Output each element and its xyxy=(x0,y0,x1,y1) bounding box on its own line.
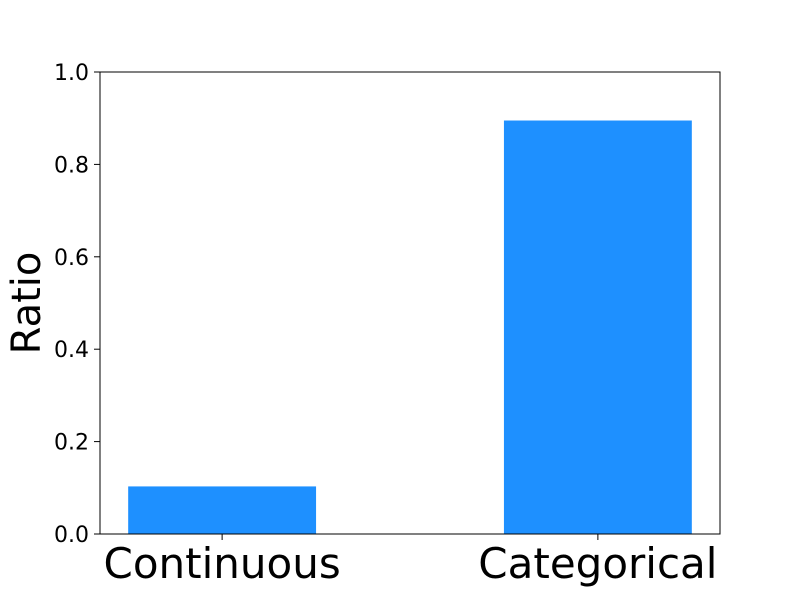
y-tick-label: 0.2 xyxy=(54,431,89,456)
y-tick-label: 0.4 xyxy=(54,338,89,363)
y-tick-label: 0.8 xyxy=(54,153,89,178)
x-tick-label-categorical: Categorical xyxy=(478,539,717,588)
y-tick-label: 1.0 xyxy=(54,61,89,86)
y-axis-ticks: 0.0 0.2 0.4 0.6 0.8 1.0 xyxy=(54,61,100,548)
y-axis-label: Ratio xyxy=(4,252,50,355)
bar-categorical xyxy=(503,120,692,534)
y-tick-label: 0.6 xyxy=(54,246,89,271)
x-tick-label-continuous: Continuous xyxy=(104,539,341,588)
bars-group xyxy=(128,120,692,534)
y-tick-label: 0.0 xyxy=(54,523,89,548)
bar-continuous xyxy=(128,486,317,534)
x-axis-ticks: Continuous Categorical xyxy=(104,534,717,588)
plot-frame xyxy=(99,71,721,535)
